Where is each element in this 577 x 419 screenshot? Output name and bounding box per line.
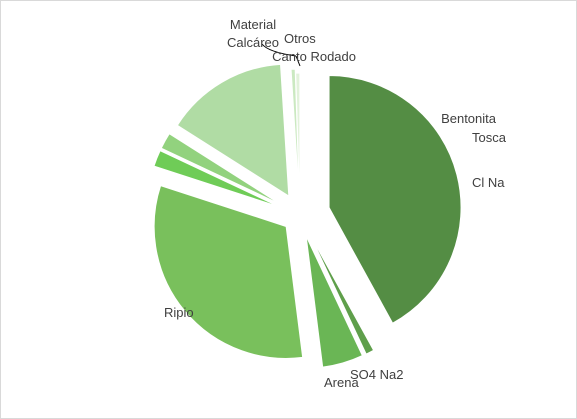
slice-label: Bentonita [441, 111, 496, 126]
pie-slice [176, 63, 290, 198]
slice-label: Arena [324, 375, 359, 390]
pie-slice [328, 75, 462, 324]
slice-label: Otros [284, 31, 316, 46]
slice-label: Cl Na [472, 175, 505, 190]
slice-label: Tosca [472, 130, 506, 145]
slice-label: SO4 Na2 [350, 367, 404, 382]
leader-line [261, 43, 297, 57]
pie-slice [160, 132, 281, 205]
slice-label: Material Calcáreo [226, 17, 280, 50]
leader-line [295, 55, 301, 67]
pie-slice [153, 185, 304, 359]
pie-slice [309, 234, 375, 355]
slice-label: Ripio [164, 305, 194, 320]
pie-slice [153, 150, 280, 208]
pie-slice [290, 68, 300, 202]
pie-slice [295, 72, 301, 206]
pie-slice [305, 235, 364, 368]
slice-label: Canto Rodado [272, 49, 356, 64]
